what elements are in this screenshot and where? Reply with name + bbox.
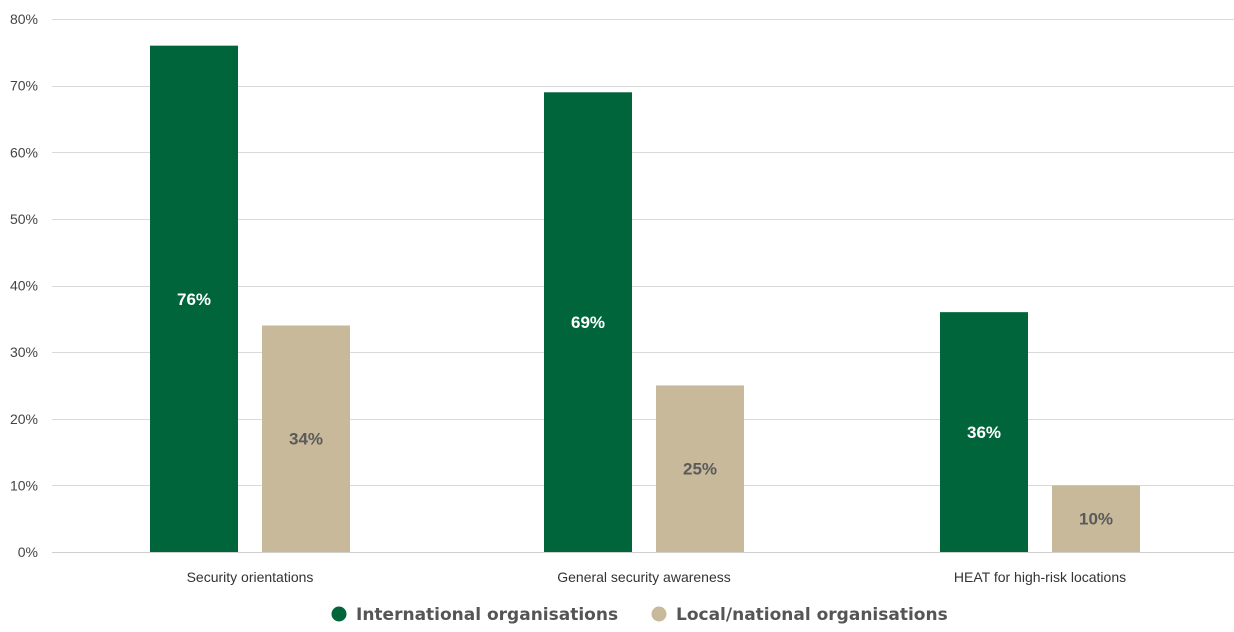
x-category-label: HEAT for high-risk locations: [954, 569, 1126, 585]
y-tick-label: 40%: [10, 278, 38, 294]
bar-value-label: 76%: [177, 290, 211, 309]
legend-label: Local/national organisations: [676, 605, 948, 625]
y-axis-tick-labels: 0% 10% 20% 30% 40% 50% 60% 70% 80%: [10, 11, 38, 560]
bar-value-label: 25%: [683, 460, 717, 479]
bar-value-label: 69%: [571, 313, 605, 332]
y-tick-label: 70%: [10, 78, 38, 94]
y-tick-label: 30%: [10, 344, 38, 360]
y-tick-label: 20%: [10, 411, 38, 427]
y-tick-label: 0%: [18, 544, 38, 560]
y-tick-label: 80%: [10, 11, 38, 27]
x-category-label: General security awareness: [557, 569, 731, 585]
bar-value-label: 36%: [967, 423, 1001, 442]
legend-item-international: International organisations: [332, 605, 619, 625]
x-axis-category-labels: Security orientations General security aw…: [187, 569, 1127, 585]
x-category-label: Security orientations: [187, 569, 314, 585]
legend: International organisations Local/nationa…: [332, 605, 948, 625]
legend-swatch: [332, 607, 347, 622]
bars: [150, 46, 1140, 552]
bar-value-label: 10%: [1079, 510, 1113, 529]
legend-label: International organisations: [356, 605, 618, 625]
y-tick-label: 60%: [10, 144, 38, 160]
y-tick-label: 10%: [10, 477, 38, 493]
bar-value-label: 34%: [289, 430, 323, 449]
legend-swatch: [652, 607, 667, 622]
y-tick-label: 50%: [10, 211, 38, 227]
legend-item-local: Local/national organisations: [652, 605, 948, 625]
